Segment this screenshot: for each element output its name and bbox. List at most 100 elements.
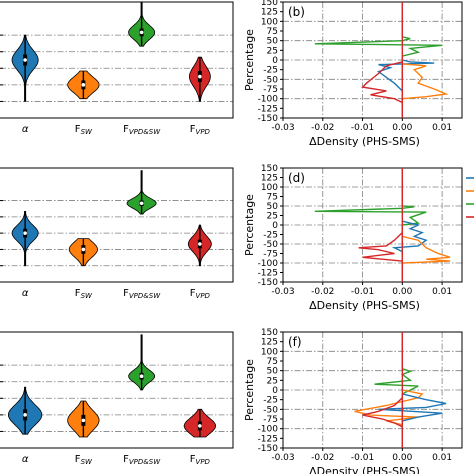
- violin-median-dot: [81, 83, 86, 87]
- y-tick-label: 25: [267, 46, 278, 56]
- violin-median-dot: [198, 74, 202, 79]
- x-tick-label: 0.01: [432, 123, 452, 133]
- series-line-orange: [354, 389, 424, 426]
- category-label-subscript: SW: [81, 292, 93, 300]
- y-tick-label: -125: [258, 269, 278, 279]
- y-tick-label: 150: [261, 328, 278, 338]
- panel-label: (d): [288, 171, 305, 185]
- y-tick-label: -75: [263, 415, 278, 425]
- x-tick-label: -0.03: [271, 453, 294, 463]
- y-tick-label: 50: [267, 202, 279, 212]
- violin-median-dot: [23, 231, 27, 235]
- violin-median-dot: [139, 30, 144, 35]
- category-label-subscript: VPD: [196, 292, 211, 300]
- category-label-main: α: [22, 454, 29, 465]
- category-label-main: F: [75, 124, 81, 135]
- series-line-orange: [402, 235, 451, 264]
- category-label-subscript: VPD&SW: [129, 458, 161, 466]
- category-label-main: F: [123, 124, 129, 135]
- series-line-red: [358, 232, 403, 262]
- x-tick-label: 0.00: [392, 453, 412, 463]
- y-tick-label: -25: [263, 231, 278, 241]
- y-tick-label: 75: [267, 357, 278, 367]
- x-tick-label: 0.00: [392, 287, 412, 297]
- y-tick-label: -100: [258, 425, 279, 435]
- y-tick-label: 125: [261, 8, 278, 18]
- y-axis-label: Percentage: [243, 194, 256, 256]
- category-label: FVPD&SW: [123, 454, 161, 466]
- category-label: FSW: [75, 288, 93, 300]
- line-panel-f: 1501251007550250-25-50-75-100-125-150-0.…: [243, 328, 463, 474]
- category-label: FVPD: [190, 454, 211, 466]
- category-label-main: F: [190, 454, 196, 465]
- category-label: FSW: [75, 124, 93, 136]
- category-label-main: F: [190, 124, 196, 135]
- x-tick-label: -0.03: [271, 123, 294, 133]
- y-tick-label: -150: [258, 278, 279, 288]
- violin-median-dot: [198, 424, 202, 428]
- y-tick-label: 150: [261, 164, 278, 174]
- category-label: FVPD: [190, 288, 211, 300]
- x-tick-label: -0.03: [271, 287, 294, 297]
- x-tick-label: 0.01: [432, 453, 452, 463]
- violin-panel-c: α FSW FVPD&SW FVPD: [0, 167, 234, 300]
- category-label: α: [22, 124, 29, 135]
- category-label-main: F: [123, 288, 129, 299]
- category-label-subscript: VPD: [196, 458, 211, 466]
- category-label-subscript: VPD&SW: [129, 292, 161, 300]
- y-tick-label: -125: [258, 104, 278, 114]
- category-label-main: F: [75, 454, 81, 465]
- y-tick-label: 50: [267, 367, 279, 377]
- y-tick-label: 125: [261, 338, 278, 348]
- y-tick-label: 25: [267, 212, 278, 222]
- category-label: FVPD&SW: [123, 124, 161, 136]
- violin-median-dot: [139, 201, 144, 206]
- y-tick-label: -50: [263, 240, 278, 250]
- category-label-subscript: SW: [81, 128, 93, 136]
- y-tick-label: 0: [272, 56, 278, 66]
- y-tick-label: -25: [263, 66, 278, 76]
- y-tick-label: 100: [261, 183, 278, 193]
- violin-median-dot: [81, 247, 86, 252]
- violin-median-dot: [81, 418, 86, 423]
- category-label-subscript: VPD: [196, 128, 211, 136]
- violin-median-dot: [23, 58, 27, 62]
- x-axis-label: ΔDensity (PHS-SMS): [309, 299, 420, 312]
- x-axis-label: ΔDensity (PHS-SMS): [309, 135, 420, 148]
- series-line-red: [361, 61, 403, 104]
- y-tick-label: 100: [261, 17, 278, 27]
- y-tick-label: -25: [263, 396, 278, 406]
- y-tick-label: 50: [267, 37, 279, 47]
- category-label: FSW: [75, 454, 93, 466]
- line-panel-b: 1501251007550250-25-50-75-100-125-150-0.…: [243, 0, 463, 148]
- y-tick-label: 25: [267, 376, 278, 386]
- y-tick-label: 100: [261, 347, 278, 357]
- x-tick-label: -0.02: [311, 123, 334, 133]
- y-tick-label: -150: [258, 444, 279, 454]
- violin-panel-a: α FSW FVPD&SW FVPD: [0, 1, 234, 136]
- category-label-subscript: SW: [81, 458, 93, 466]
- violin-median-dot: [139, 374, 144, 378]
- category-label-main: F: [123, 454, 129, 465]
- violin-median-dot: [23, 413, 27, 417]
- y-tick-label: -50: [263, 405, 278, 415]
- y-tick-label: 125: [261, 174, 278, 184]
- y-tick-label: -50: [263, 75, 278, 85]
- y-tick-label: 75: [267, 193, 278, 203]
- y-tick-label: 75: [267, 27, 278, 37]
- x-tick-label: -0.01: [351, 123, 374, 133]
- y-tick-label: 0: [272, 221, 278, 231]
- y-tick-label: -125: [258, 434, 278, 444]
- series-line-red: [362, 397, 403, 428]
- series-line-blue: [376, 59, 435, 92]
- category-label-main: F: [190, 288, 196, 299]
- x-tick-label: 0.00: [392, 123, 412, 133]
- series-line-green: [374, 332, 419, 448]
- y-tick-label: -75: [263, 250, 278, 260]
- x-axis-label: ΔDensity (PHS-SMS): [309, 465, 420, 474]
- category-label-main: F: [75, 288, 81, 299]
- y-tick-label: 150: [261, 0, 278, 8]
- category-label: FVPD: [190, 124, 211, 136]
- x-tick-label: -0.02: [311, 287, 334, 297]
